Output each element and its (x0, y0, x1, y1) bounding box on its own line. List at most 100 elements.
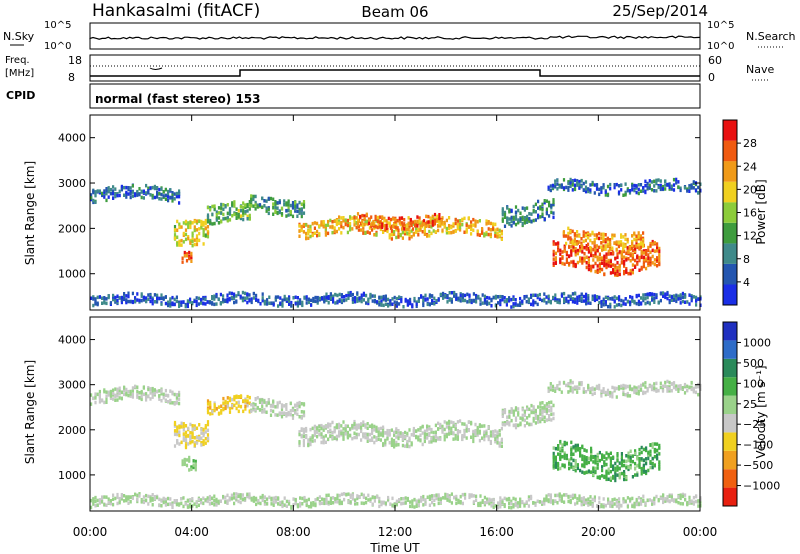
heatmap-cell (664, 292, 667, 296)
heatmap-cell (370, 215, 373, 219)
heatmap-cell (455, 501, 458, 506)
heatmap-cell (587, 267, 590, 272)
heatmap-cell (171, 401, 174, 405)
heatmap-cell (169, 302, 172, 306)
heatmap-cell (472, 228, 475, 232)
heatmap-cell (204, 295, 207, 300)
heatmap-cell (488, 296, 491, 300)
heatmap-cell (392, 217, 395, 221)
heatmap-cell (478, 233, 481, 237)
heatmap-cell (322, 225, 325, 229)
heatmap-cell (195, 300, 198, 304)
heatmap-cell (563, 441, 566, 445)
heatmap-cell (151, 395, 154, 399)
heatmap-cell (278, 400, 281, 405)
heatmap-cell (272, 409, 275, 414)
heatmap-cell (635, 234, 638, 238)
heatmap-cell (204, 441, 207, 445)
heatmap-cell (613, 233, 616, 238)
heatmap-cell (494, 228, 497, 232)
heatmap-cell (534, 408, 537, 413)
heatmap-cell (94, 392, 97, 396)
heatmap-cell (181, 260, 184, 264)
heatmap-cell (395, 304, 398, 308)
heatmap-cell (439, 500, 442, 504)
heatmap-cell (322, 435, 325, 439)
heatmap-cell (278, 200, 281, 205)
heatmap-cell (211, 409, 214, 414)
heatmap-cell (131, 194, 134, 198)
heatmap-cell (422, 295, 425, 300)
heatmap-cell (548, 214, 551, 218)
heatmap-cell (151, 503, 154, 507)
heatmap-cell (622, 299, 625, 303)
heatmap-cell (353, 419, 356, 424)
heatmap-cell (194, 459, 197, 464)
heatmap-cell (241, 290, 244, 295)
heatmap-cell (605, 451, 608, 455)
heatmap-cell (598, 236, 601, 241)
heatmap-cell (574, 468, 577, 473)
heatmap-cell (235, 394, 238, 398)
heatmap-cell (485, 219, 488, 223)
heatmap-cell (191, 427, 194, 432)
heatmap-cell (517, 411, 520, 415)
heatmap-cell (209, 412, 212, 416)
heatmap-cell (692, 180, 695, 184)
heatmap-cell (98, 396, 101, 400)
heatmap-cell (637, 242, 640, 247)
heatmap-cell (188, 459, 191, 463)
heatmap-cell (552, 412, 555, 416)
heatmap-cell (213, 494, 216, 498)
heatmap-cell (180, 425, 183, 429)
heatmap-cell (423, 429, 426, 434)
heatmap-cell (461, 437, 464, 442)
heatmap-cell (327, 430, 330, 434)
heatmap-cell (327, 295, 330, 299)
heatmap-cell (589, 246, 592, 250)
heatmap-cell (581, 463, 584, 467)
heatmap-cell (189, 431, 192, 435)
heatmap-cell (609, 459, 612, 463)
heatmap-cell (272, 197, 275, 201)
heatmap-cell (164, 295, 167, 299)
heatmap-cell (96, 392, 99, 397)
heatmap-cell (329, 225, 332, 229)
heatmap-cell (195, 296, 198, 300)
heatmap-cell (534, 416, 537, 420)
heatmap-cell (580, 299, 583, 303)
heatmap-cell (434, 230, 437, 234)
heatmap-cell (386, 431, 389, 436)
heatmap-cell (673, 294, 676, 298)
heatmap-cell (151, 389, 154, 393)
heatmap-cell (430, 427, 433, 432)
heatmap-cell (617, 190, 621, 194)
heatmap-cell (461, 295, 464, 299)
heatmap-cell (338, 434, 341, 438)
heatmap-cell (211, 296, 214, 301)
heatmap-cell (136, 389, 139, 394)
heatmap-cell (609, 259, 612, 263)
heatmap-cell (258, 400, 262, 404)
heatmap-cell (175, 299, 178, 303)
heatmap-cell (176, 425, 179, 429)
heatmap-cell (371, 502, 374, 506)
heatmap-cell (408, 438, 411, 442)
heatmap-cell (424, 293, 427, 298)
heatmap-cell (228, 218, 232, 222)
heatmap-cell (395, 440, 398, 445)
heatmap-cell (316, 221, 319, 226)
heatmap-cell (596, 268, 599, 272)
heatmap-cell (406, 431, 409, 436)
heatmap-cell (211, 501, 214, 506)
heatmap-cell (220, 404, 223, 408)
heatmap-cell (633, 188, 636, 193)
heatmap-cell (349, 224, 352, 229)
heatmap-cell (277, 304, 280, 308)
heatmap-cell (651, 445, 654, 449)
heatmap-cell (633, 388, 636, 392)
heatmap-cell (554, 457, 557, 462)
heatmap-cell (171, 390, 174, 395)
heatmap-cell (607, 296, 610, 301)
heatmap-cell (426, 424, 429, 428)
